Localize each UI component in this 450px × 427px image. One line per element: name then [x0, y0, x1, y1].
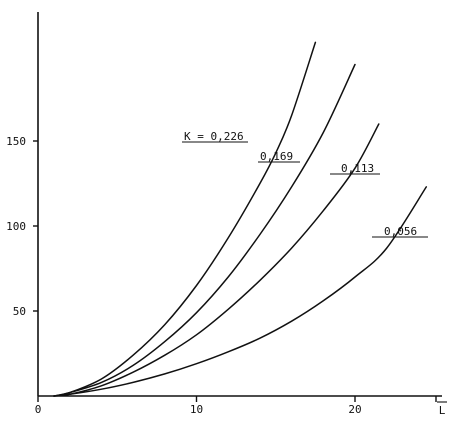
series-label: K = 0,226 [184, 130, 244, 143]
series-line [53, 63, 356, 397]
x-axis-label: L [439, 404, 446, 417]
axes: 0 10 20 L 50 100 150 [6, 12, 447, 417]
series-line [53, 41, 317, 397]
x-tick-label: 20 [348, 403, 361, 416]
x-tick-label: 10 [190, 403, 203, 416]
labels-group: K = 0,226 0,169 0,113 0,056 [182, 130, 428, 238]
series-line [53, 186, 428, 397]
y-tick-label: 150 [6, 135, 26, 148]
y-tick-label: 100 [6, 220, 26, 233]
series-label: 0,113 [341, 162, 374, 175]
series-label: 0,056 [384, 225, 417, 238]
series-line [53, 123, 380, 397]
series-group [53, 41, 428, 397]
series-label: 0,169 [260, 150, 293, 163]
x-tick-label: 0 [35, 403, 42, 416]
y-tick-label: 50 [13, 305, 26, 318]
